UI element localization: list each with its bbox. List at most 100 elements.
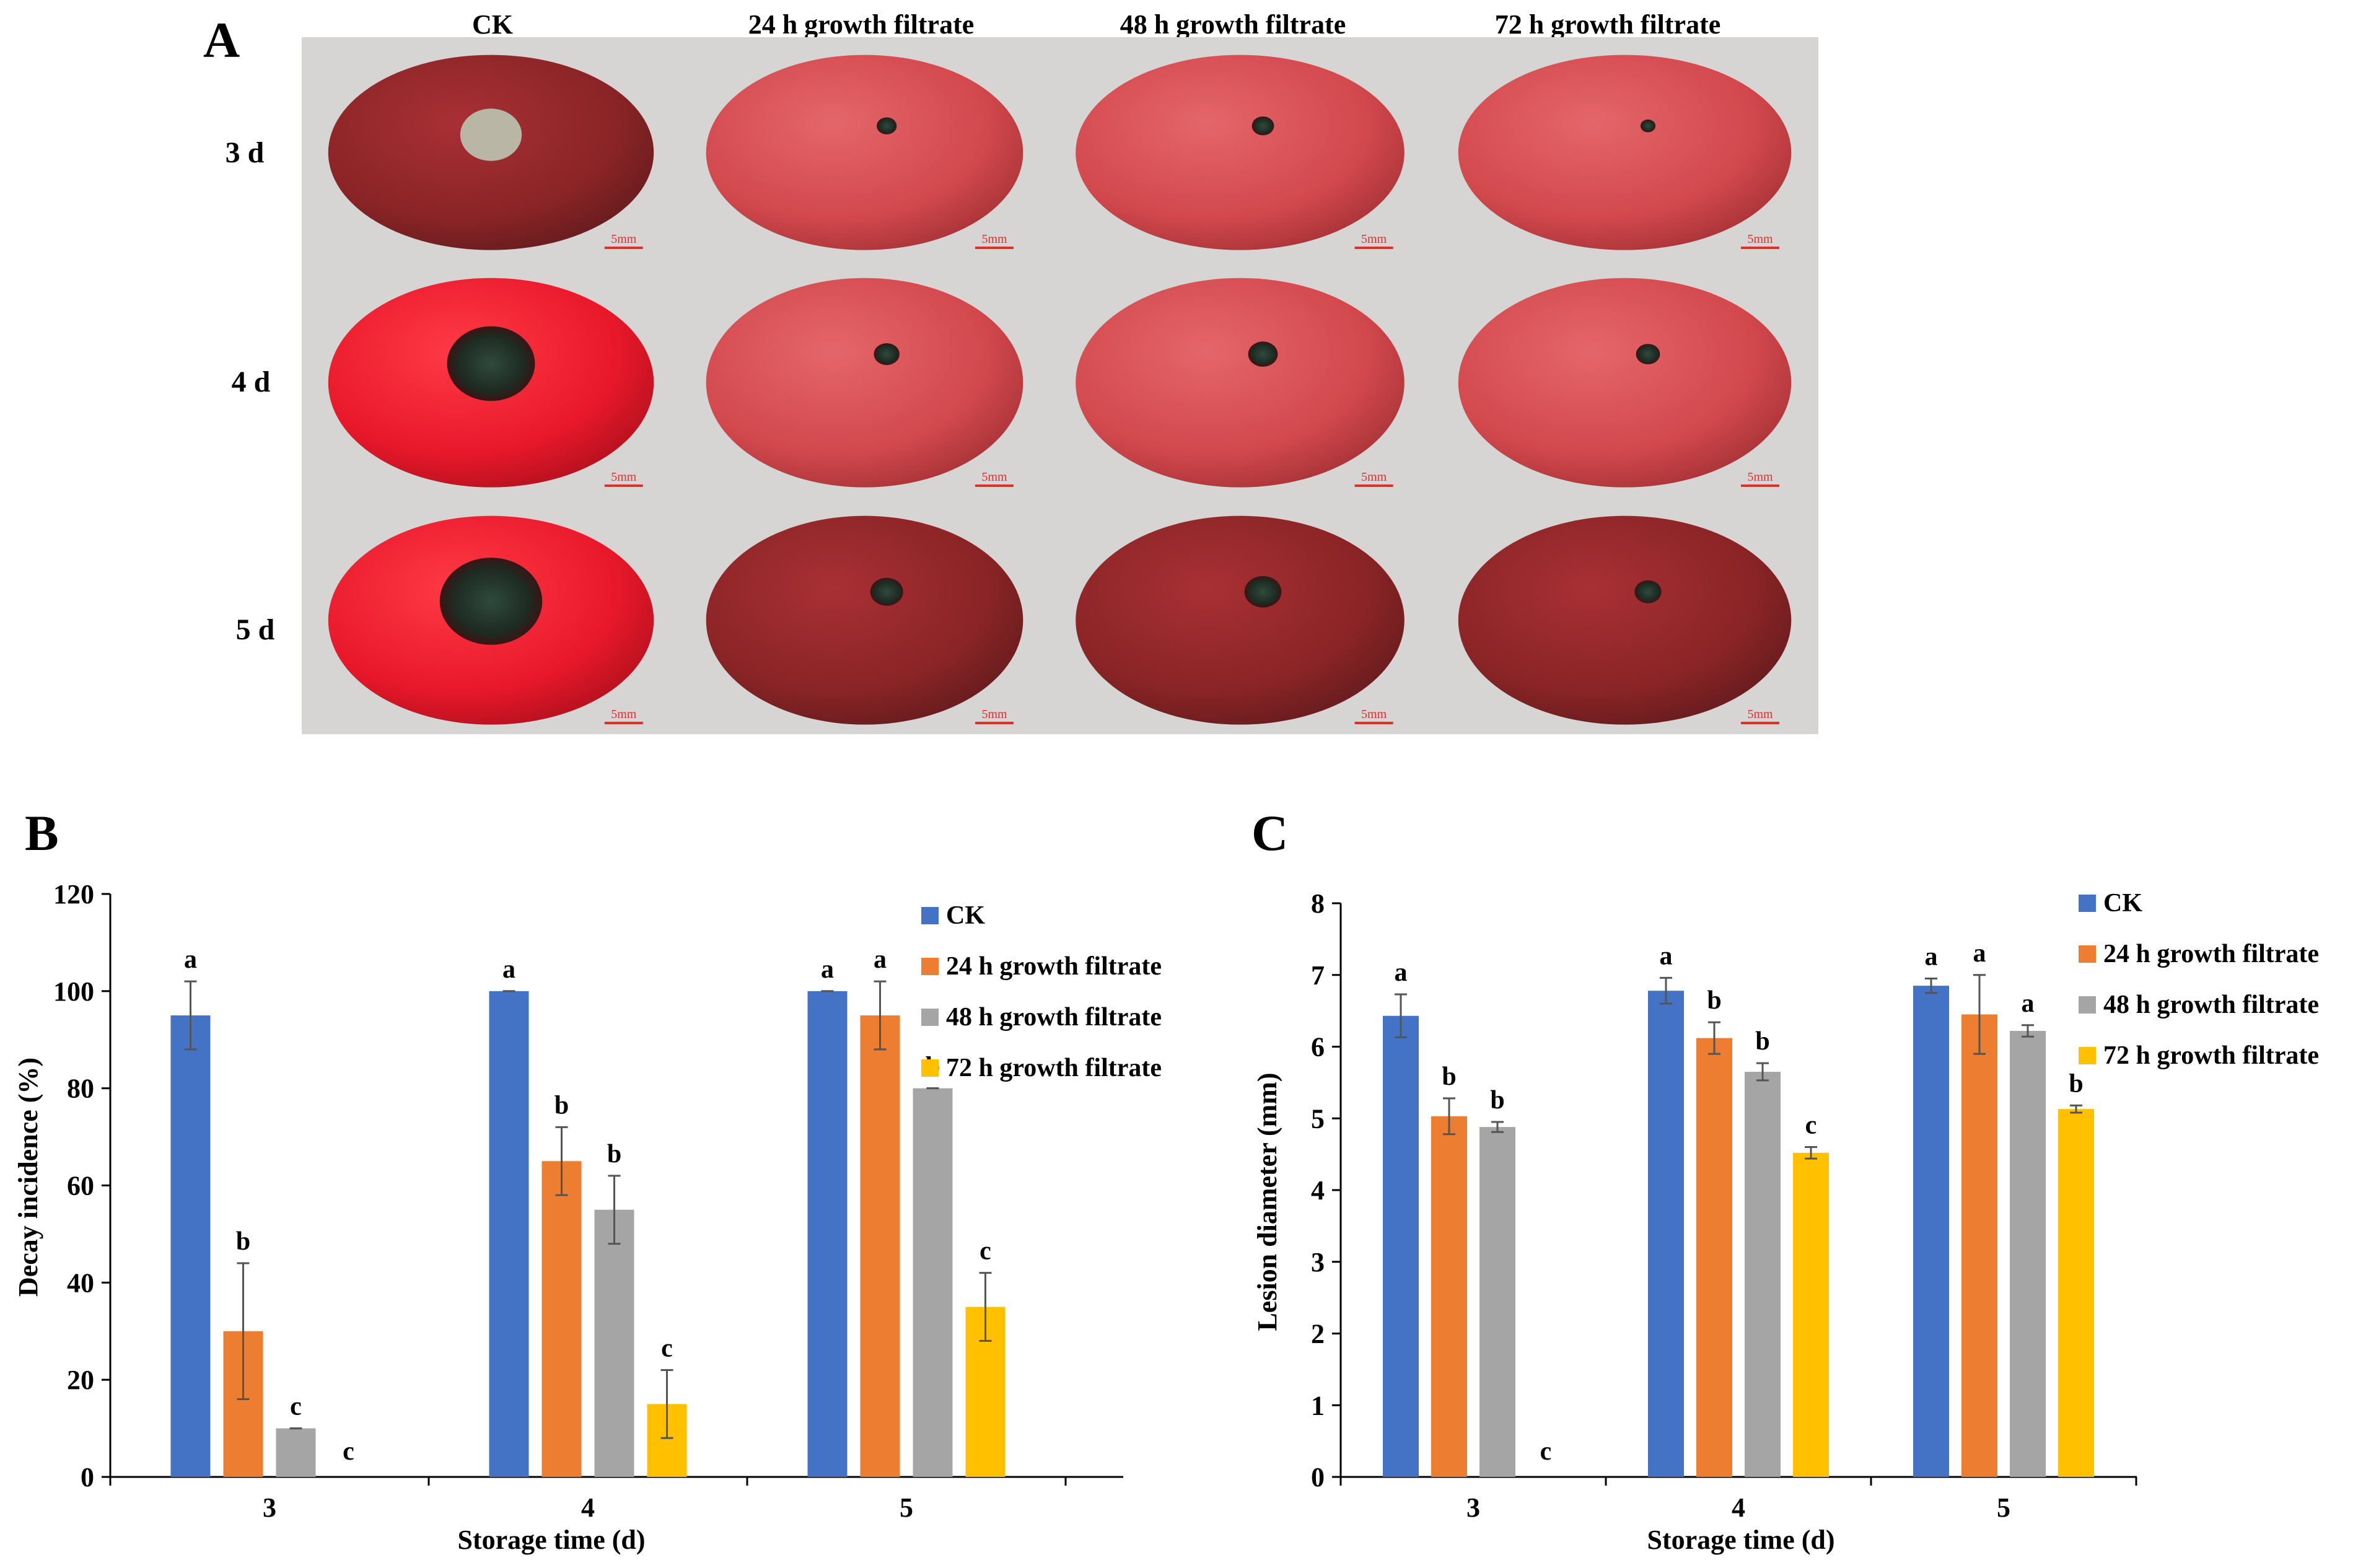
significance-letter: b — [1442, 1062, 1456, 1091]
error-bar — [1395, 993, 1407, 1038]
significance-letter: c — [1805, 1111, 1817, 1140]
significance-letter: b — [1707, 986, 1721, 1015]
scale-bar-label: 5mm — [981, 232, 1007, 246]
significance-letter: b — [236, 1227, 250, 1256]
bar — [860, 1015, 900, 1477]
legend-label: 72 h growth filtrate — [2103, 1041, 2319, 1070]
significance-letter: a — [184, 945, 197, 974]
scale-bar: 5mm — [1354, 232, 1393, 249]
scale-bar-label: 5mm — [611, 470, 637, 484]
scale-bar-label: 5mm — [1747, 470, 1773, 484]
photo-tile: 5mm — [1049, 37, 1431, 259]
lesion-spot — [460, 108, 522, 161]
photo-tile: 5mm — [1431, 497, 1818, 734]
panel-c-plot: 0 1 2 3 4 5 6 7 8 3 a b b c 4 a b b c 5 a a a b CK 24 h growth fi… — [1311, 888, 2319, 1523]
panel-b-xlabel: Storage time (d) — [457, 1525, 645, 1555]
scale-bar-label: 5mm — [611, 232, 637, 246]
significance-letter: b — [1490, 1086, 1504, 1115]
lesion-spot — [1636, 344, 1660, 365]
scale-bar-label: 5mm — [611, 707, 637, 721]
photo-tile: 5mm — [302, 497, 680, 734]
tomato-fruit — [1076, 278, 1405, 488]
photo-tile: 5mm — [1049, 259, 1431, 497]
legend-swatch — [921, 1059, 939, 1077]
significance-letter: b — [2069, 1069, 2083, 1098]
legend-swatch — [921, 958, 939, 975]
panel-b-label: B — [25, 805, 59, 861]
lesion-spot — [870, 577, 903, 606]
legend-label: 24 h growth filtrate — [2103, 940, 2319, 968]
y-tick-label: 40 — [67, 1268, 94, 1298]
tomato-fruit — [1076, 55, 1405, 250]
y-tick-label: 0 — [1311, 1462, 1325, 1492]
row-label-5d: 5 d — [236, 613, 275, 646]
scale-bar: 5mm — [1354, 470, 1393, 487]
y-tick-label: 120 — [53, 879, 94, 909]
scale-bar: 5mm — [975, 470, 1014, 487]
panel-c-xlabel: Storage time (d) — [1647, 1525, 1834, 1555]
significance-letter: a — [1660, 942, 1673, 970]
error-bar — [1805, 1146, 1817, 1160]
tomato-fruit — [1458, 55, 1792, 250]
legend-swatch — [921, 907, 939, 924]
significance-letter: a — [1925, 943, 1938, 971]
y-tick-label: 20 — [67, 1365, 94, 1395]
lesion-spot — [1248, 341, 1278, 367]
y-tick-label: 4 — [1311, 1175, 1325, 1206]
tomato-fruit — [1458, 515, 1792, 725]
panel-c-label: C — [1251, 805, 1288, 861]
y-tick-label: 6 — [1311, 1032, 1325, 1062]
scale-bar-label: 5mm — [981, 707, 1007, 721]
panel-c-lesion-diameter-chart: C 0 1 2 3 4 5 6 7 8 3 a b b c 4 a b b c 5 a a a b CK 24 h growth … — [1251, 805, 2319, 1555]
scale-bar: 5mm — [1741, 470, 1779, 487]
lesion-spot — [1640, 119, 1656, 133]
scale-bar-label: 5mm — [1361, 707, 1387, 721]
lesion-spot — [447, 326, 535, 401]
legend-label: CK — [946, 901, 985, 930]
error-bar — [1708, 1021, 1720, 1055]
scale-bar-label: 5mm — [1747, 707, 1773, 721]
error-bar — [184, 980, 197, 1051]
scale-bar-label: 5mm — [1747, 232, 1773, 246]
legend-swatch — [2079, 945, 2096, 963]
significance-letter: c — [980, 1237, 991, 1266]
row-label-3d: 3 d — [226, 136, 265, 169]
error-bar — [1443, 1097, 1455, 1136]
scale-bar: 5mm — [975, 232, 1014, 249]
legend-label: 24 h growth filtrate — [946, 952, 1162, 981]
significance-letter: b — [554, 1091, 569, 1119]
significance-letter: c — [661, 1334, 673, 1362]
panel-a-label: A — [203, 12, 240, 68]
bar — [1431, 1116, 1467, 1477]
photo-tile: 5mm — [1431, 37, 1818, 259]
error-bar — [1756, 1062, 1769, 1082]
y-tick-label: 80 — [67, 1074, 94, 1104]
bar — [594, 1209, 634, 1477]
x-tick-label: 4 — [1732, 1492, 1745, 1523]
scale-bar: 5mm — [1354, 707, 1393, 724]
tomato-fruit — [706, 515, 1023, 725]
bar — [170, 1015, 211, 1477]
bar — [807, 991, 848, 1477]
error-bar — [1491, 1121, 1504, 1133]
scale-bar-label: 5mm — [981, 470, 1007, 484]
error-bar — [237, 1262, 250, 1401]
significance-letter: c — [290, 1393, 302, 1421]
error-bar — [555, 1126, 568, 1196]
error-bar — [979, 1272, 992, 1342]
bar — [913, 1088, 953, 1477]
photo-tile: 5mm — [1049, 497, 1431, 734]
scale-bar: 5mm — [975, 707, 1014, 724]
column-header-72h: 72 h growth filtrate — [1495, 9, 1721, 40]
significance-letter: a — [821, 955, 834, 984]
y-tick-label: 2 — [1311, 1319, 1325, 1349]
x-tick-label: 4 — [581, 1492, 595, 1523]
significance-letter: a — [1973, 939, 1986, 968]
lesion-spot — [877, 117, 897, 134]
error-bar — [660, 1369, 673, 1439]
tomato-fruit — [1076, 515, 1405, 725]
legend-label: CK — [2103, 889, 2142, 918]
lesion-spot — [874, 343, 900, 366]
significance-letter: a — [1395, 958, 1408, 987]
